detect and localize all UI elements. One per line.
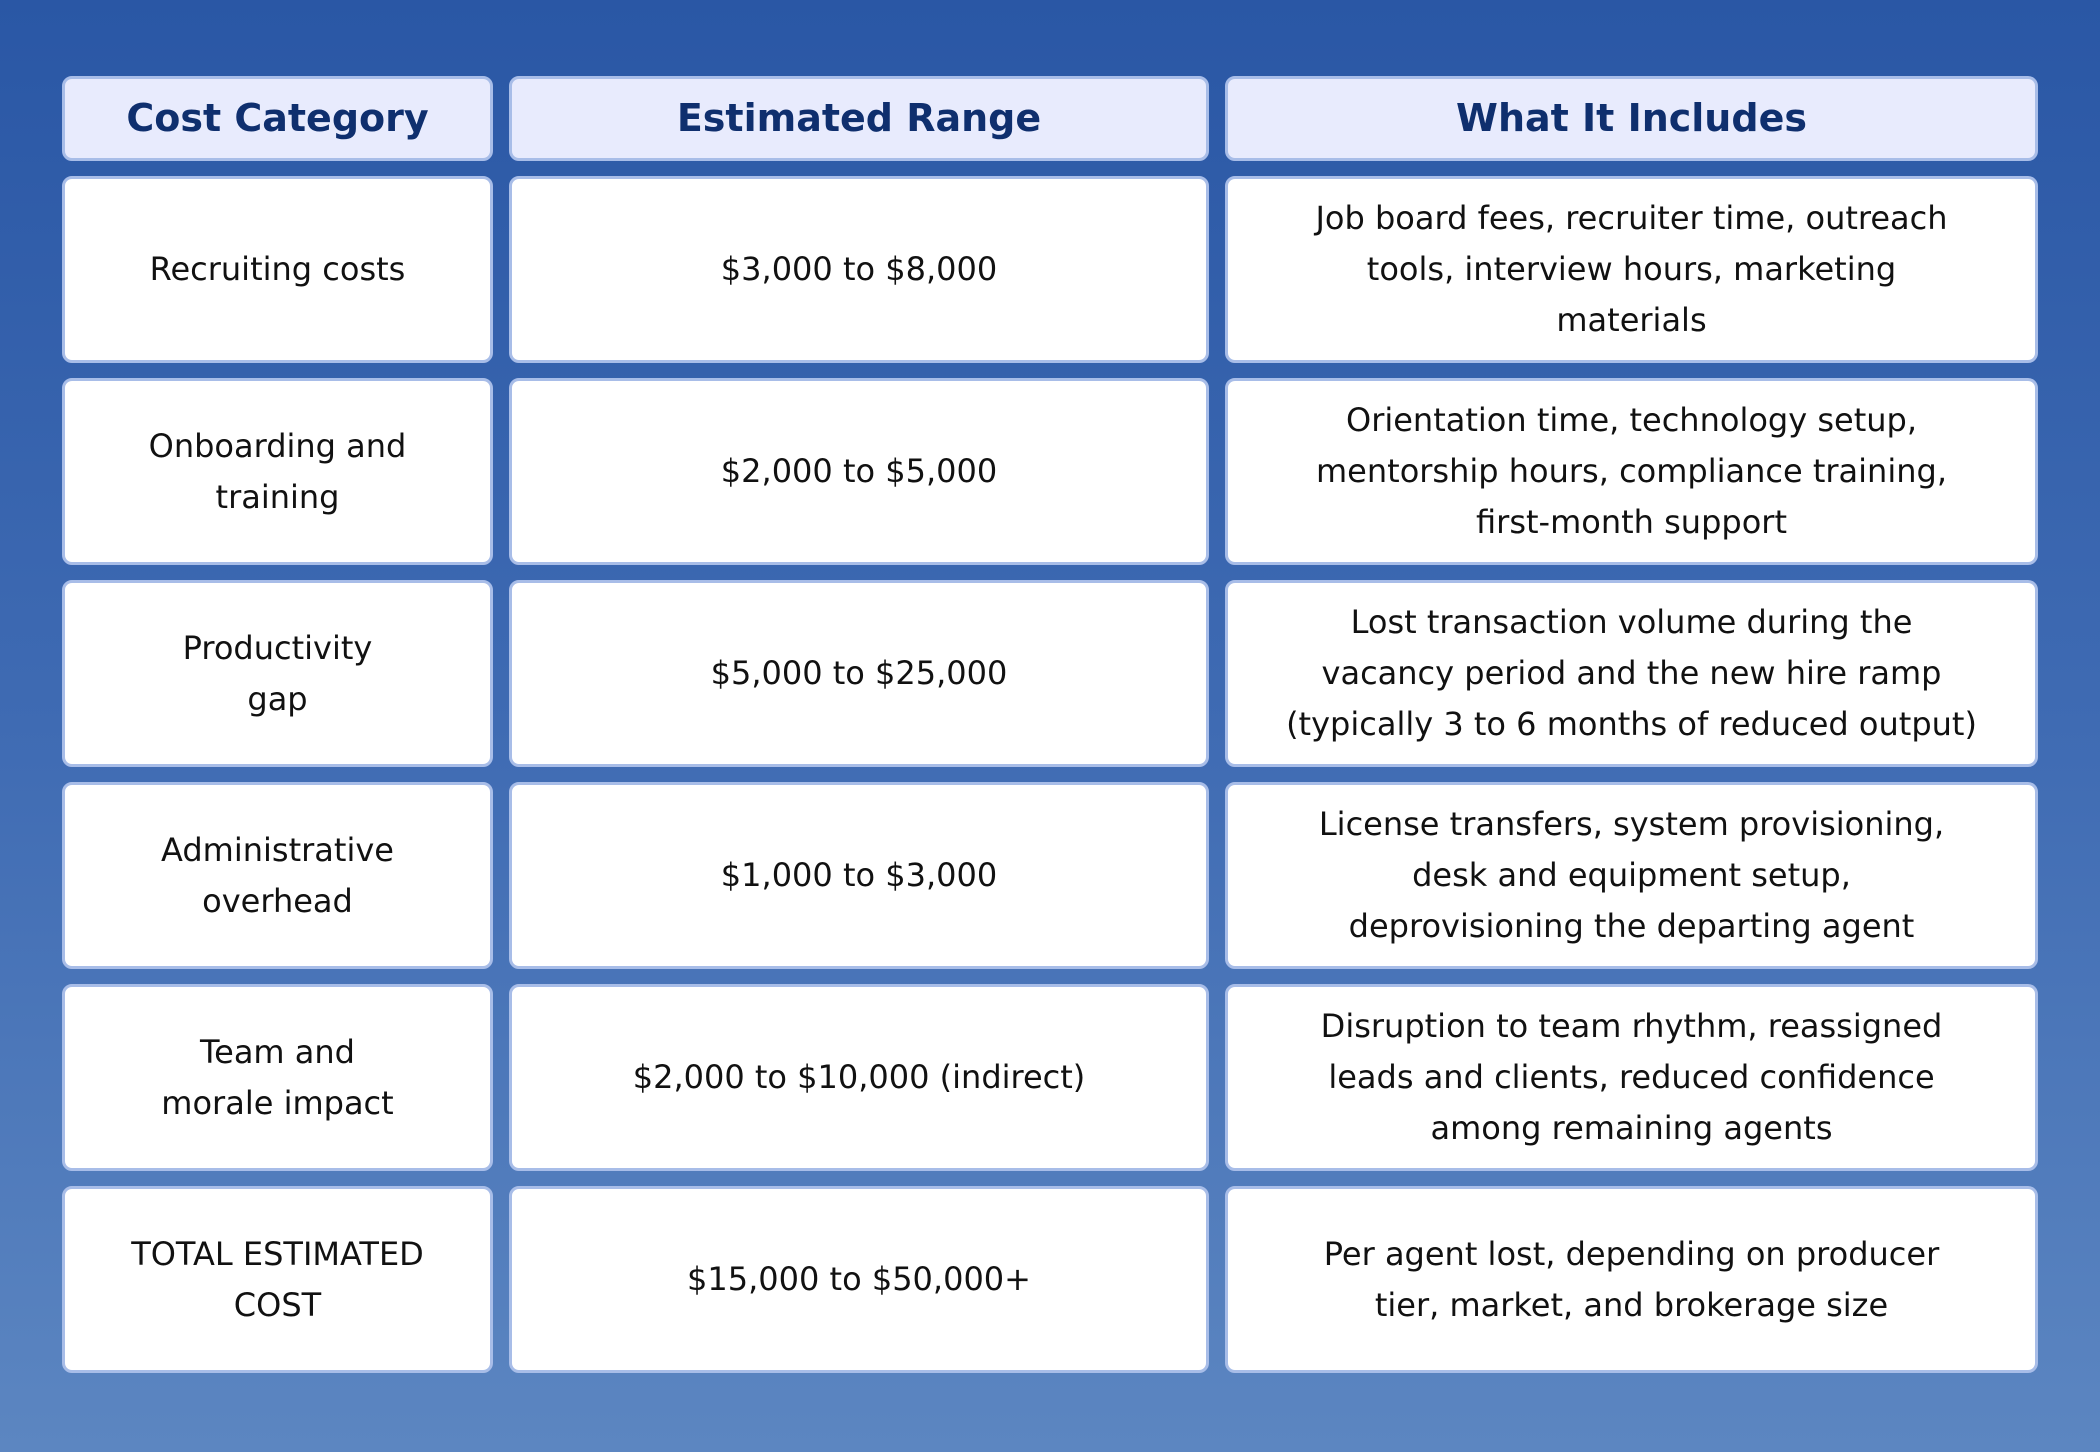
table-cell: $5,000 to $25,000 bbox=[509, 580, 1209, 767]
table-cell: Administrative overhead bbox=[62, 782, 493, 969]
cell-line: Orientation time, technology setup, bbox=[1346, 401, 1917, 439]
table-cell: Team and morale impact bbox=[62, 984, 493, 1171]
table-cell: Orientation time, technology setup, mento… bbox=[1225, 378, 2038, 565]
cell-line: Administrative bbox=[161, 830, 394, 869]
cell-line: materials bbox=[1556, 301, 1707, 339]
header-cell: What It Includes bbox=[1225, 76, 2038, 161]
cell-line: leads and clients, reduced confidence bbox=[1328, 1058, 1935, 1096]
cell-line: morale impact bbox=[161, 1083, 394, 1122]
cell-line: $15,000 to $50,000+ bbox=[687, 1260, 1031, 1298]
table-cell: $3,000 to $8,000 bbox=[509, 176, 1209, 363]
cell-line: mentorship hours, compliance training, bbox=[1316, 452, 1947, 490]
cell-line: $5,000 to $25,000 bbox=[710, 654, 1008, 692]
cell-line: Recruiting costs bbox=[149, 250, 406, 288]
table-cell: License transfers, system provisioning, d… bbox=[1225, 782, 2038, 969]
cell-line: Per agent lost, depending on producer bbox=[1323, 1234, 1940, 1273]
cell-line: tier, market, and brokerage size bbox=[1374, 1285, 1889, 1324]
cell-line: Onboarding and bbox=[148, 426, 407, 465]
table-cell: $1,000 to $3,000 bbox=[509, 782, 1209, 969]
cell-line: $2,000 to $10,000 (indirect) bbox=[632, 1058, 1086, 1096]
table-cell: TOTAL ESTIMATED COST bbox=[62, 1186, 493, 1373]
table-cell: Lost transaction volume during the vacanc… bbox=[1225, 580, 2038, 767]
cell-line: COST bbox=[233, 1285, 322, 1324]
table-cell: Productivity gap bbox=[62, 580, 493, 767]
cell-line: Job board fees, recruiter time, outreach bbox=[1315, 199, 1948, 237]
cell-line: gap bbox=[247, 679, 308, 718]
cell-line: $3,000 to $8,000 bbox=[720, 250, 998, 288]
cell-line: $1,000 to $3,000 bbox=[720, 856, 998, 894]
cell-line: deprovisioning the departing agent bbox=[1348, 907, 1915, 945]
cell-line: $2,000 to $5,000 bbox=[720, 452, 998, 490]
cell-line: TOTAL ESTIMATED bbox=[131, 1234, 424, 1273]
cell-line: training bbox=[215, 477, 340, 516]
cell-line: vacancy period and the new hire ramp bbox=[1321, 654, 1942, 692]
cell-line: Lost transaction volume during the bbox=[1350, 603, 1913, 641]
cell-line: overhead bbox=[202, 881, 353, 920]
header-cell: Cost Category bbox=[62, 76, 493, 161]
table-cell: Job board fees, recruiter time, outreach… bbox=[1225, 176, 2038, 363]
table-cell: Onboarding and training bbox=[62, 378, 493, 565]
table-cell: Per agent lost, depending on producer tie… bbox=[1225, 1186, 2038, 1373]
cost-table: Cost Category Estimated Range What It Incl… bbox=[62, 76, 2038, 1373]
cell-line: first-month support bbox=[1476, 503, 1787, 541]
cell-line: among remaining agents bbox=[1430, 1109, 1833, 1147]
table-cell: $15,000 to $50,000+ bbox=[509, 1186, 1209, 1373]
cell-line: desk and equipment setup, bbox=[1412, 856, 1851, 894]
cell-line: tools, interview hours, marketing bbox=[1366, 250, 1897, 288]
table-cell: Disruption to team rhythm, reassigned lea… bbox=[1225, 984, 2038, 1171]
cell-line: Disruption to team rhythm, reassigned bbox=[1320, 1007, 1943, 1045]
cell-line: Productivity bbox=[182, 628, 373, 667]
table-cell: Recruiting costs bbox=[62, 176, 493, 363]
header-cell: Estimated Range bbox=[509, 76, 1209, 161]
table-cell: $2,000 to $5,000 bbox=[509, 378, 1209, 565]
cell-line: License transfers, system provisioning, bbox=[1318, 805, 1945, 843]
table-cell: $2,000 to $10,000 (indirect) bbox=[509, 984, 1209, 1171]
cell-line: Team and bbox=[200, 1032, 355, 1071]
cell-line: (typically 3 to 6 months of reduced outp… bbox=[1286, 705, 1977, 743]
